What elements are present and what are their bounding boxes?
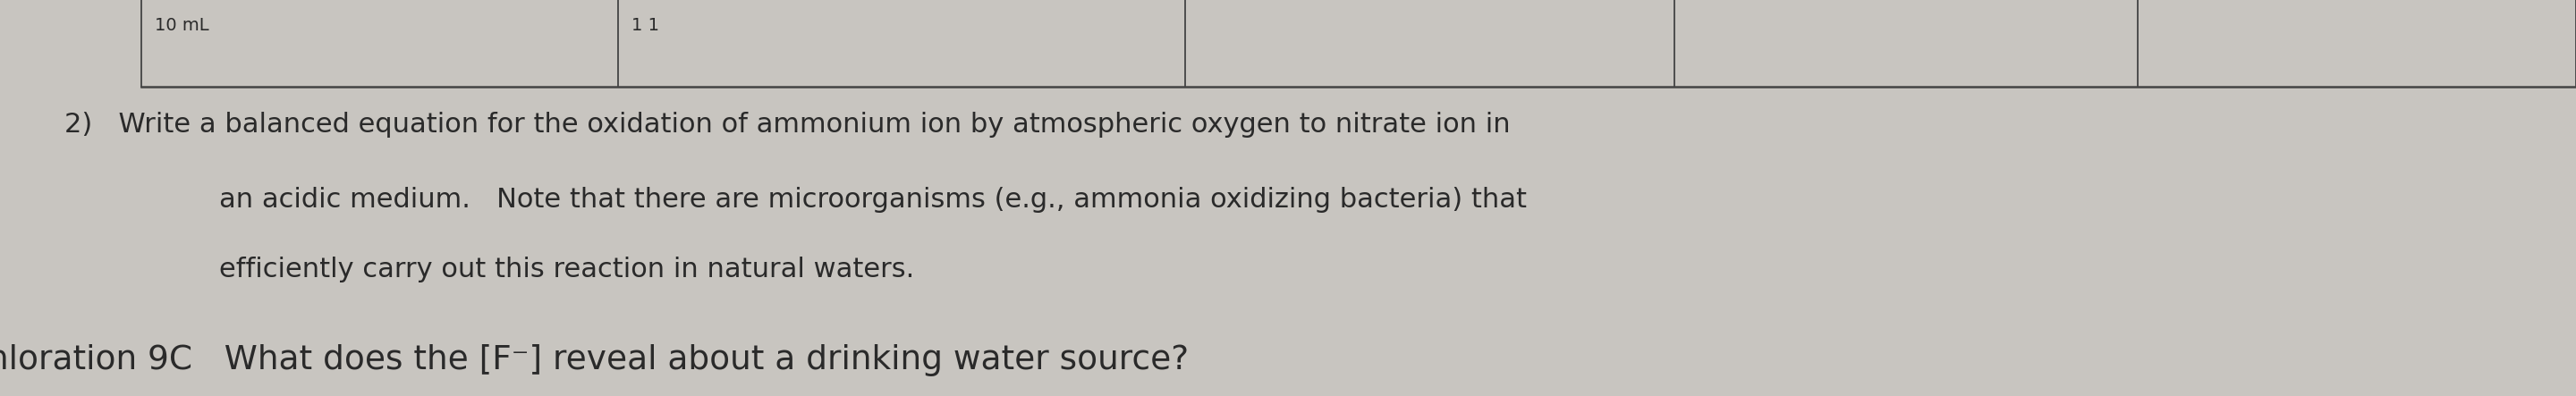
Text: 10 mL: 10 mL — [155, 17, 209, 34]
Text: 2)   Write a balanced equation for the oxidation of ammonium ion by atmospheric : 2) Write a balanced equation for the oxi… — [64, 112, 1510, 138]
Text: efficiently carry out this reaction in natural waters.: efficiently carry out this reaction in n… — [219, 256, 914, 282]
Text: 1 1: 1 1 — [631, 17, 659, 34]
Text: nloration 9C   What does the [F⁻] reveal about a drinking water source?: nloration 9C What does the [F⁻] reveal a… — [0, 344, 1188, 377]
Text: an acidic medium.   Note that there are microorganisms (e.g., ammonia oxidizing : an acidic medium. Note that there are mi… — [219, 187, 1528, 213]
